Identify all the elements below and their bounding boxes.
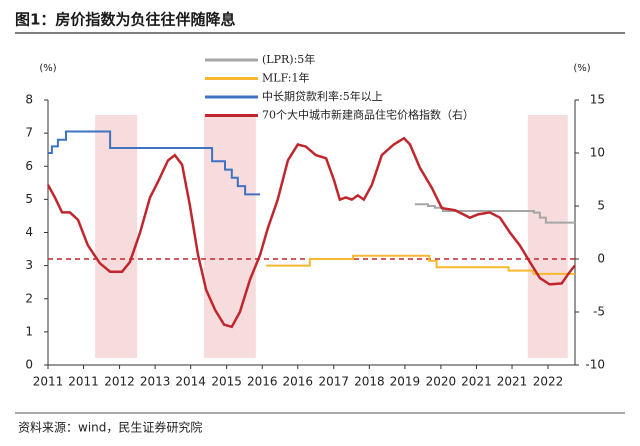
x-tick-label: 2022 <box>533 375 564 389</box>
x-tick-label: 2021 <box>497 375 528 389</box>
source: 资料来源：wind，民生证券研究院 <box>18 420 202 435</box>
y-tick-label: 6 <box>25 159 33 173</box>
x-tick-label: 2016 <box>283 375 314 389</box>
x-tick-label: 2013 <box>140 375 171 389</box>
x-tick-label: 2021 <box>461 375 492 389</box>
x-tick-label: 2019 <box>390 375 421 389</box>
legend-label: MLF:1年 <box>262 71 310 85</box>
y-tick-label: 0 <box>25 358 33 372</box>
series-line <box>46 136 576 329</box>
x-tick-label: 2018 <box>354 375 385 389</box>
series-line <box>48 130 261 196</box>
x-tick-label: 2014 <box>175 375 206 389</box>
legend-label: 70个大中城市新建商品住宅价格指数（右） <box>262 108 474 122</box>
y2-tick-label: 0 <box>597 252 605 266</box>
y2-tick-label: 10 <box>590 146 605 160</box>
y2-axis-unit: (%) <box>573 63 590 74</box>
x-tick-label: 2015 <box>211 375 242 389</box>
y-tick-label: 8 <box>25 93 33 107</box>
shaded-period <box>527 115 568 358</box>
x-tick-label: 2017 <box>319 375 350 389</box>
series-line <box>266 254 575 275</box>
y-axis-unit: (%) <box>39 63 56 74</box>
y2-tick-label: 15 <box>590 93 605 107</box>
x-tick-label: 2011 <box>68 375 99 389</box>
y2-tick-label: -5 <box>593 305 605 319</box>
legend-label: (LPR):5年 <box>262 52 315 66</box>
y2-tick-label: -10 <box>585 358 605 372</box>
x-tick-label: 2011 <box>33 375 64 389</box>
y-tick-label: 5 <box>25 192 33 206</box>
y-tick-label: 2 <box>25 291 33 305</box>
chart-title: 图1：房价指数为负往往伴随降息 <box>15 11 235 29</box>
legend-label: 中长期贷款利率:5年以上 <box>262 89 383 103</box>
y-tick-label: 3 <box>25 258 33 272</box>
x-tick-label: 2016 <box>247 375 278 389</box>
x-tick-label: 2020 <box>426 375 457 389</box>
x-tick-label: 2012 <box>104 375 135 389</box>
y-tick-label: 4 <box>25 225 33 239</box>
series-line <box>414 203 575 224</box>
shaded-period <box>95 115 138 358</box>
y2-tick-label: 5 <box>597 199 605 213</box>
y-tick-label: 1 <box>25 324 33 338</box>
y-tick-label: 7 <box>25 126 33 140</box>
